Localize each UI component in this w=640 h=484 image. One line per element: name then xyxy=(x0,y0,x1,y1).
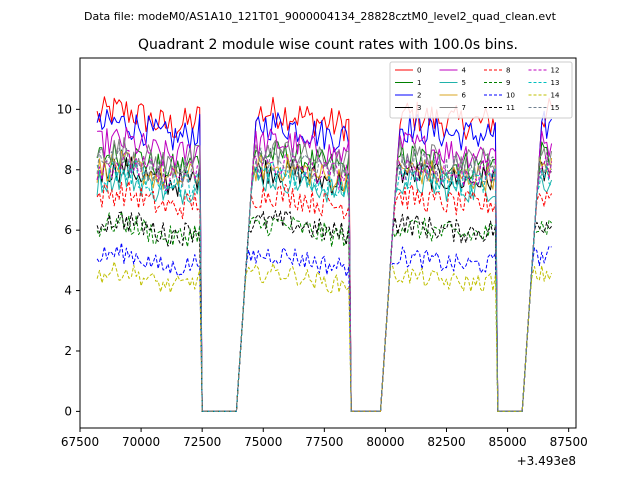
x-tick-label: 75000 xyxy=(244,435,282,449)
legend-label-3: 3 xyxy=(417,104,421,112)
legend-label-1: 1 xyxy=(417,79,421,87)
x-offset-label: +3.493e8 xyxy=(517,454,576,468)
series-line-1 xyxy=(96,141,552,412)
x-tick-label: 70000 xyxy=(122,435,160,449)
x-tick-label: 87500 xyxy=(550,435,588,449)
x-axis: 67500 70000 72500 75000 77500 80000 82500 85000… xyxy=(61,428,588,449)
y-tick-label: 2 xyxy=(64,344,72,358)
y-axis: 0 2 4 6 8 10 xyxy=(57,102,80,418)
y-tick-label: 8 xyxy=(64,163,72,177)
legend-label-10: 10 xyxy=(506,92,515,100)
legend-label-7: 7 xyxy=(462,104,466,112)
series-line-9 xyxy=(96,210,552,412)
legend-label-14: 14 xyxy=(551,92,560,100)
series-line-14 xyxy=(96,261,553,412)
series-line-11 xyxy=(96,210,552,412)
legend-label-0: 0 xyxy=(417,67,421,75)
y-tick-label: 4 xyxy=(64,284,72,298)
legend-box xyxy=(389,61,573,119)
series-layer xyxy=(96,96,553,412)
legend-label-8: 8 xyxy=(506,67,510,75)
y-tick-label: 6 xyxy=(64,223,72,237)
y-tick-label: 10 xyxy=(57,102,72,116)
legend-label-6: 6 xyxy=(462,92,467,100)
plot-frame xyxy=(79,57,577,429)
x-tick-label: 72500 xyxy=(183,435,221,449)
legend-label-5: 5 xyxy=(462,79,466,87)
chart-title: Quadrant 2 module wise count rates with … xyxy=(138,37,518,53)
legend-label-4: 4 xyxy=(462,67,467,75)
series-line-10 xyxy=(96,242,552,412)
series-line-13 xyxy=(96,160,552,412)
series-line-2 xyxy=(96,109,553,412)
legend-label-12: 12 xyxy=(551,67,560,75)
series-line-15 xyxy=(96,146,553,412)
x-tick-label: 77500 xyxy=(305,435,343,449)
legend-label-2: 2 xyxy=(417,92,421,100)
legend-label-15: 15 xyxy=(551,104,560,112)
x-tick-label: 85000 xyxy=(488,435,526,449)
chart-suptitle: Data file: modeM0/AS1A10_121T01_90000041… xyxy=(84,10,557,23)
series-line-8 xyxy=(96,180,553,412)
y-tick-label: 0 xyxy=(64,404,72,418)
x-tick-label: 82500 xyxy=(427,435,465,449)
legend-label-9: 9 xyxy=(506,79,510,87)
x-tick-label: 80000 xyxy=(366,435,404,449)
series-line-12 xyxy=(96,149,553,412)
legend-label-11: 11 xyxy=(506,104,515,112)
legend-label-13: 13 xyxy=(551,79,560,87)
series-line-7 xyxy=(96,137,553,412)
x-tick-label: 67500 xyxy=(61,435,99,449)
